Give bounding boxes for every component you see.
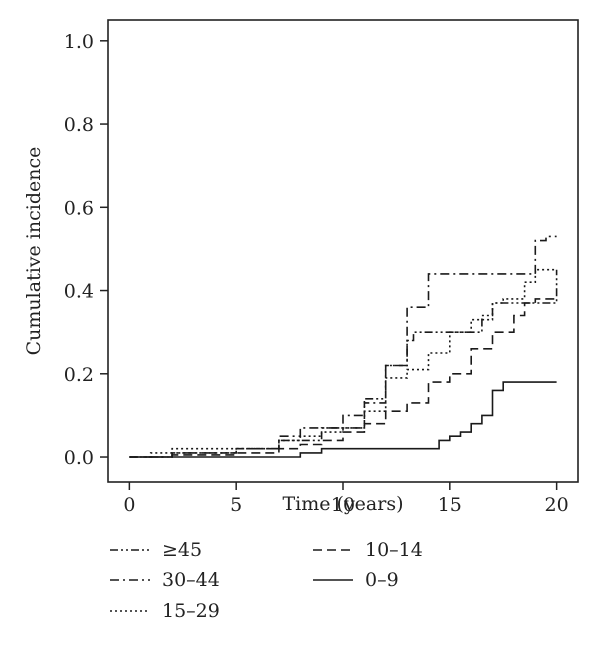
series-layer [129, 235, 558, 458]
legend-label-2: 15–29 [162, 600, 220, 622]
series-line-2 [129, 268, 557, 458]
legend-label-0: ≥45 [162, 539, 202, 561]
y-tick-label: 0.4 [64, 281, 94, 303]
x-tick-label: 15 [438, 494, 462, 516]
x-tick-label: 0 [123, 494, 135, 516]
plot-frame [107, 19, 579, 483]
y-tick-label: 0.6 [64, 197, 94, 219]
y-tick-label: 0.0 [64, 447, 94, 469]
x-tick-label: 20 [545, 494, 569, 516]
legend-label-1: 30–44 [162, 569, 220, 591]
series-line-1 [129, 235, 557, 458]
series-line-3 [129, 298, 557, 458]
x-tick-label: 5 [230, 494, 242, 516]
y-tick-label: 0.8 [64, 114, 94, 136]
y-tick-label: 0.2 [64, 364, 94, 386]
y-tick-label: 1.0 [64, 31, 94, 53]
legend: ≥45 30–44 15–29 10–14 0–9 [110, 539, 423, 622]
legend-label-3: 10–14 [365, 539, 423, 561]
series-line-4 [129, 381, 557, 458]
x-axis-label: Time (years) [282, 493, 403, 515]
y-axis: 0.0 0.2 0.4 0.6 0.8 1.0 [64, 31, 108, 469]
x-axis: 0 5 10 15 20 [123, 482, 569, 516]
legend-label-4: 0–9 [365, 569, 399, 591]
y-axis-label: Cumulative incidence [23, 147, 45, 356]
x-tick-label: 10 [331, 494, 355, 516]
